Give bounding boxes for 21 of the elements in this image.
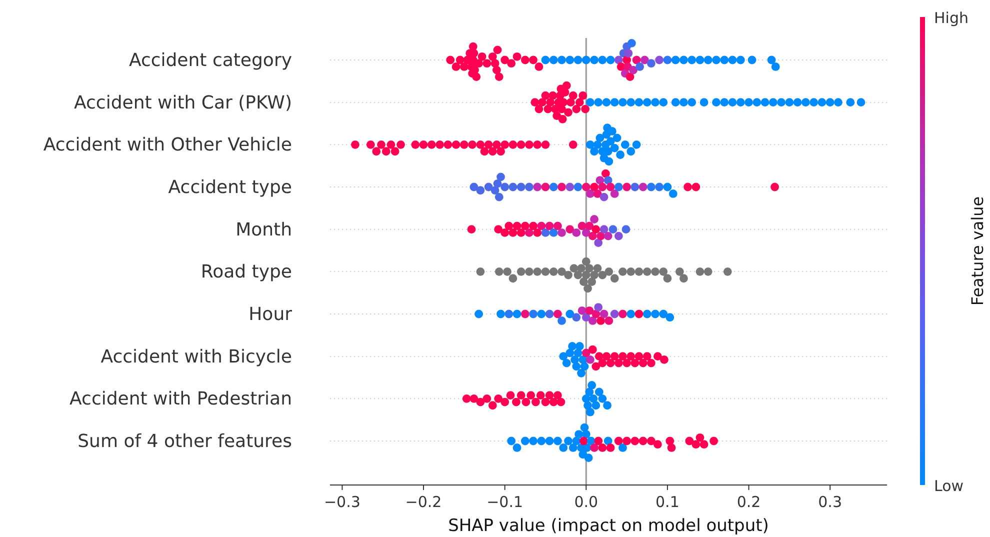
color-bar-label: Low — [934, 477, 964, 495]
x-tick-label: 0.0 — [574, 493, 598, 511]
x-tick-label: −0.2 — [405, 493, 442, 511]
color-bar-title: Feature value — [968, 196, 987, 306]
y-tick-label: Road type — [200, 262, 292, 283]
x-tick-label: 0.2 — [736, 493, 761, 511]
x-tick-label: −0.3 — [324, 493, 360, 511]
y-tick-label: Accident category — [128, 50, 292, 71]
y-tick-label: Accident with Bicycle — [100, 346, 292, 368]
y-tick-label: Accident with Other Vehicle — [43, 134, 292, 156]
x-axis-title: SHAP value (impact on model output) — [448, 516, 769, 536]
x-tick-label: 0.3 — [818, 493, 842, 511]
y-tick-label: Sum of 4 other features — [78, 431, 292, 452]
color-bar-label: High — [934, 9, 968, 27]
x-tick-label: −0.1 — [486, 493, 524, 511]
y-tick-label: Month — [236, 219, 292, 240]
y-tick-label: Accident type — [168, 177, 292, 198]
y-tick-label: Hour — [248, 304, 293, 325]
y-tick-label: Accident with Pedestrian — [70, 388, 292, 410]
y-tick-label: Accident with Car (PKW) — [74, 92, 292, 114]
x-tick-label: 0.1 — [656, 493, 680, 511]
